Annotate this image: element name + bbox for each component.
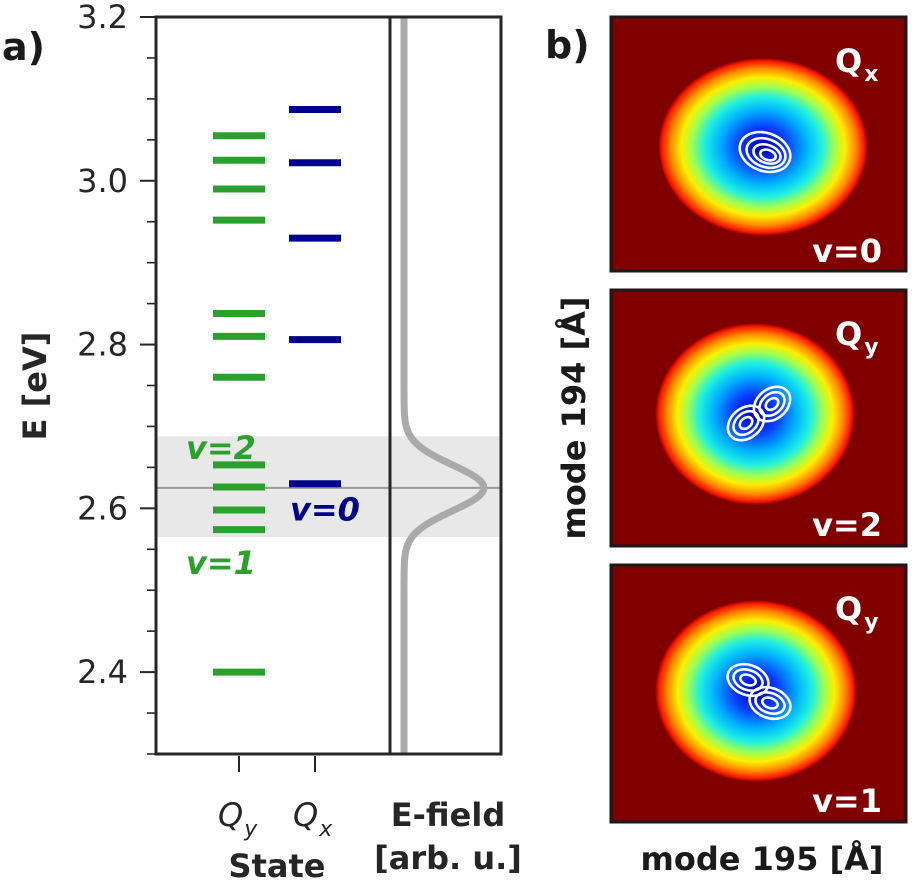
density-map-3-state: Qy [835,590,879,635]
density-map-1-state: Qx [835,42,878,87]
efield-plot-frame [388,15,503,756]
density-map-qy-v1: Qy v=1 [609,563,908,824]
density-map-qy-v2: Qy v=2 [609,288,908,548]
efield-curve [400,17,488,754]
density-map-1-blob [658,57,869,237]
panel-a-label: a) [2,25,45,69]
x-tick-label-qy: Qy [218,796,258,842]
density-map-1-contours [738,130,792,174]
levels-plot-frame [154,15,392,756]
density-map-3-contours [726,662,792,721]
panel-b: b) Qx v=0 [545,15,908,878]
y-axis-label: E [eV] [16,332,54,441]
annotation-v2-qy: v=2 [186,429,256,467]
y-axis: 2.4 2.6 2.8 3.0 3.2 [77,0,156,755]
density-map-1-frame [609,15,908,273]
state-annotations: v=2 v=1 v=0 [186,429,360,582]
density-map-3-vib: v=1 [812,782,882,820]
y-tick-label-3: 3.0 [77,162,128,200]
y-tick-label-4: 3.2 [77,0,128,36]
efield-label-line1: E-field [391,796,505,834]
panel-a: a) v=2 v=1 v=0 2.4 2.6 2.8 3.0 3.2 Qy Qx State… [2,0,522,883]
density-map-2-state: Qy [835,315,879,360]
y-tick-label-1: 2.6 [77,489,128,527]
energy-levels [213,106,341,676]
density-map-1-vib: v=0 [812,232,882,270]
y-tick-label-2: 2.8 [77,326,128,364]
annotation-v1-qy: v=1 [186,544,256,582]
density-map-2-vib: v=2 [812,506,882,544]
y-tick-label-0: 2.4 [77,653,128,691]
density-map-2-frame [609,288,908,548]
density-map-qx-v0: Qx v=0 [609,15,908,273]
panel-b-y-axis-label: mode 194 [Å] [555,296,593,539]
x-axis-label: State [229,847,326,883]
annotation-v0-qx: v=0 [290,491,360,529]
density-map-3-frame [609,563,908,824]
panel-b-label: b) [545,23,590,67]
panel-b-x-axis-label: mode 195 [Å] [640,840,883,878]
x-tick-label-qx: Qx [293,796,333,842]
density-map-2-contours [726,385,792,442]
efield-label-line2: [arb. u.] [374,839,522,877]
